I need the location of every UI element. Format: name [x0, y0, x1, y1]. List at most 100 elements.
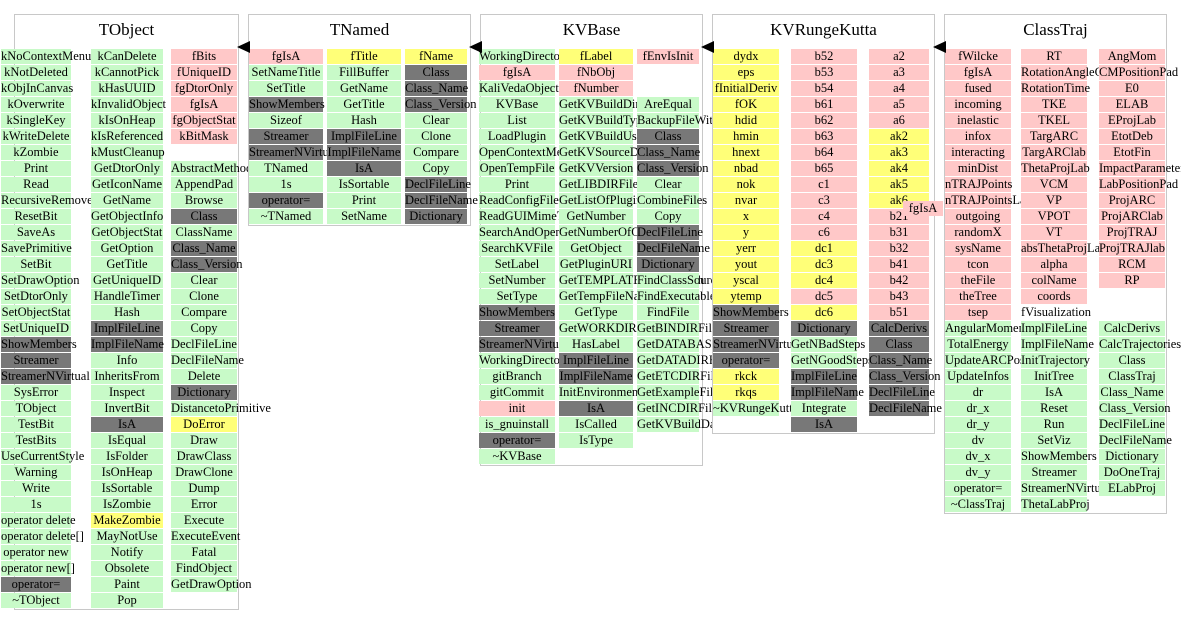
class-member[interactable]: SavePrimitive [1, 241, 72, 256]
class-member[interactable]: alpha [1021, 257, 1087, 272]
class-member[interactable]: fWilcke [945, 49, 1011, 64]
class-member[interactable]: operator delete[] [1, 529, 84, 544]
class-member[interactable]: ImplFileName [1021, 337, 1094, 352]
class-member[interactable]: Dictionary [637, 257, 699, 272]
class-member[interactable]: Class_Name [869, 353, 933, 368]
class-member[interactable]: GetType [559, 305, 633, 320]
class-member[interactable]: ak5 [869, 177, 929, 192]
class-member[interactable]: Draw [171, 433, 237, 448]
class-member[interactable]: UseCurrentStyle [1, 449, 85, 464]
class-member[interactable]: SetDtorOnly [1, 289, 71, 304]
class-member[interactable]: StreamerNVirtual [1, 369, 90, 384]
class-member[interactable]: IsSortable [327, 177, 401, 192]
class-member[interactable]: b63 [791, 129, 857, 144]
class-member[interactable]: fTitle [327, 49, 401, 64]
class-member[interactable]: GetKVBuildDir [559, 97, 640, 112]
class-member[interactable]: TargARClab [1021, 145, 1087, 160]
class-member[interactable]: WorkingDirectory [479, 353, 571, 368]
class-member[interactable]: ImplFileLine [1021, 321, 1087, 336]
class-member[interactable]: DoError [171, 417, 237, 432]
class-member[interactable]: absThetaProjLab [1021, 241, 1107, 256]
class-member[interactable]: Compare [171, 305, 237, 320]
class-member[interactable]: RecursiveRemove [1, 193, 93, 208]
class-member[interactable]: hmin [713, 129, 779, 144]
class-member[interactable]: SearchAndOpenKVFile [479, 225, 600, 240]
class-member[interactable]: b64 [791, 145, 857, 160]
class-member[interactable]: GetINCDIRFilePath [637, 401, 740, 416]
class-member[interactable]: DeclFileLine [869, 385, 935, 400]
class-member[interactable]: kOverwrite [1, 97, 71, 112]
class-member[interactable]: ak2 [869, 129, 929, 144]
class-member[interactable]: HandleTimer [91, 289, 163, 304]
class-member[interactable]: tsep [945, 305, 1011, 320]
class-member[interactable]: fEnvIsInit [637, 49, 699, 64]
class-member[interactable]: AbstractMethod [171, 161, 253, 176]
class-member[interactable]: GetKVBuildDate [637, 417, 725, 432]
class-member[interactable]: fUniqueID [171, 65, 237, 80]
class-member[interactable]: E0 [1099, 81, 1165, 96]
class-member[interactable]: Class [171, 209, 237, 224]
class-member[interactable]: dv_y [945, 465, 1011, 480]
class-member[interactable]: minDist [945, 161, 1011, 176]
class-member[interactable]: Class_Version [869, 369, 941, 384]
class-member[interactable]: kHasUUID [91, 81, 163, 96]
class-member[interactable]: GetObjectStat [91, 225, 163, 240]
class-member[interactable]: SaveAs [1, 225, 71, 240]
class-member[interactable]: AngularMomentum [945, 321, 1045, 336]
class-member[interactable]: kNoContextMenu [1, 49, 92, 64]
class-member[interactable]: ShowMembers [1, 337, 77, 352]
class-member[interactable]: TObject [1, 401, 71, 416]
class-member[interactable]: kZombie [1, 145, 71, 160]
class-member[interactable]: GetKVSourceDir [559, 145, 647, 160]
class-member[interactable]: TargARC [1021, 129, 1087, 144]
class-member[interactable]: DeclFileName [869, 401, 942, 416]
class-member[interactable]: DoOneTraj [1099, 465, 1165, 480]
class-member[interactable]: Clone [171, 289, 237, 304]
class-member[interactable]: kInvalidObject [91, 97, 166, 112]
class-member[interactable]: Notify [91, 545, 163, 560]
class-member[interactable]: c4 [791, 209, 857, 224]
class-member[interactable]: ak4 [869, 161, 929, 176]
class-member[interactable]: 1s [249, 177, 323, 192]
class-member[interactable]: EProjLab [1099, 113, 1165, 128]
class-member[interactable]: kSingleKey [1, 113, 71, 128]
class-member[interactable]: IsFolder [91, 449, 163, 464]
class-member[interactable]: nTRAJPointsLab [945, 193, 1032, 208]
class-member[interactable]: GetNBadSteps [791, 337, 866, 352]
class-member[interactable]: Inspect [91, 385, 163, 400]
class-member[interactable]: RotationAngleCM [1021, 65, 1115, 80]
class-member[interactable]: Dictionary [405, 209, 467, 224]
class-member[interactable]: OpenTempFile [479, 161, 555, 176]
class-member[interactable]: ~TNamed [249, 209, 323, 224]
class-member[interactable]: DrawClass [171, 449, 237, 464]
class-member[interactable]: operator= [1, 577, 71, 592]
class-member[interactable]: GetExampleFilePath [637, 385, 742, 400]
class-member[interactable]: AngMom [1099, 49, 1165, 64]
class-member[interactable]: ImplFileLine [91, 321, 163, 336]
class-member[interactable]: Class [405, 65, 467, 80]
class-member[interactable]: HasLabel [559, 337, 633, 352]
class-member[interactable]: gitCommit [479, 385, 555, 400]
class-member[interactable]: GetDATADIRFilePath [637, 353, 751, 368]
class-member[interactable]: FindObject [171, 561, 237, 576]
class-member[interactable]: a4 [869, 81, 929, 96]
class-member[interactable]: b41 [869, 257, 929, 272]
class-member[interactable]: TNamed [249, 161, 323, 176]
class-member[interactable]: List [479, 113, 555, 128]
class-member[interactable]: GetName [91, 193, 163, 208]
class-member[interactable]: Read [1, 177, 71, 192]
class-member[interactable]: Warning [1, 465, 71, 480]
class-member[interactable]: Streamer [713, 321, 779, 336]
class-member[interactable]: InheritsFrom [91, 369, 163, 384]
class-member[interactable]: Class_Version [405, 97, 477, 112]
class-member[interactable]: b51 [869, 305, 929, 320]
class-member[interactable]: ~KVBase [479, 449, 555, 464]
class-member[interactable]: LabPositionPad [1099, 177, 1179, 192]
class-member[interactable]: outgoing [945, 209, 1011, 224]
class-member[interactable]: Hash [91, 305, 163, 320]
class-member[interactable]: b61 [791, 97, 857, 112]
class-member[interactable]: IsA [91, 417, 163, 432]
class-member[interactable]: randomX [945, 225, 1011, 240]
class-member[interactable]: SetLabel [479, 257, 555, 272]
class-member[interactable]: GetTitle [327, 97, 401, 112]
